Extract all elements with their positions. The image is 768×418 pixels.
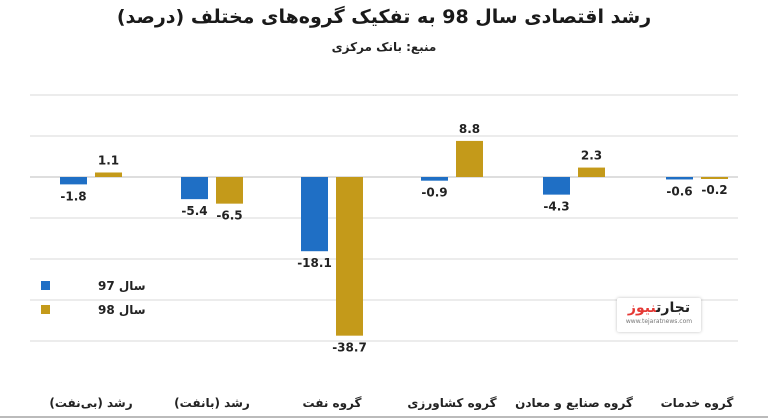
category-label: گروه خدمات	[661, 396, 734, 411]
data-label: -1.8	[60, 189, 86, 203]
category-label: گروه صنایع و معادن	[515, 396, 633, 411]
bottom-divider	[0, 416, 768, 418]
legend-label: سال 97	[98, 279, 146, 293]
data-label: 1.1	[98, 153, 119, 167]
data-label: -5.4	[181, 204, 207, 218]
legend-label: سال 98	[98, 303, 146, 317]
category-label: گروه نفت	[302, 396, 361, 411]
bar-97-0	[60, 177, 87, 185]
data-label: -0.6	[666, 184, 692, 198]
legend-swatch	[41, 305, 50, 314]
bar-98-3	[456, 140, 483, 177]
bar-98-0	[95, 172, 122, 177]
chart-subtitle: منبع: بانک مرکزی	[331, 40, 437, 54]
bar-97-2	[301, 177, 328, 252]
data-label: 8.8	[459, 122, 480, 136]
bar-98-4	[578, 167, 605, 177]
bar-98-5	[701, 177, 728, 179]
chart-title: رشد اقتصادی سال 98 به تفکیک گروه‌های مخت…	[116, 6, 652, 28]
data-label: -18.1	[297, 256, 332, 270]
bar-97-4	[543, 177, 570, 195]
category-labels: رشد (بی‌نفت) رشد (بانفت) گروه نفت گروه کشاو…	[49, 396, 733, 411]
legend: سال 97 سال 98	[41, 279, 146, 317]
logo-url: www.tejaratnews.com	[625, 318, 693, 325]
data-label: -0.9	[421, 186, 447, 200]
category-label: رشد (بی‌نفت)	[49, 396, 132, 410]
data-label: -0.2	[701, 183, 727, 197]
data-label: -4.3	[543, 200, 569, 214]
logo-text-part2: نیوز	[627, 300, 657, 316]
bar-97-5	[666, 177, 693, 180]
bar-97-3	[421, 177, 448, 181]
brand-logo: تجارتنیوز www.tejaratnews.com	[617, 298, 701, 332]
bars	[60, 140, 728, 336]
logo-text-part1: تجارت	[656, 300, 691, 316]
category-label: رشد (بانفت)	[174, 396, 250, 410]
data-label: 2.3	[581, 149, 602, 163]
category-label: گروه کشاورزی	[407, 396, 496, 411]
bar-98-1	[216, 177, 243, 204]
legend-swatch	[41, 281, 50, 290]
data-label: -6.5	[216, 209, 242, 223]
bar-97-1	[181, 177, 208, 200]
data-label: -38.7	[332, 341, 367, 355]
bar-98-2	[336, 177, 363, 336]
data-labels: -1.8 -5.4 -18.1 -0.9 -4.3 -0.6 1.1 -6.5 -38.7 8.8…	[60, 122, 727, 355]
